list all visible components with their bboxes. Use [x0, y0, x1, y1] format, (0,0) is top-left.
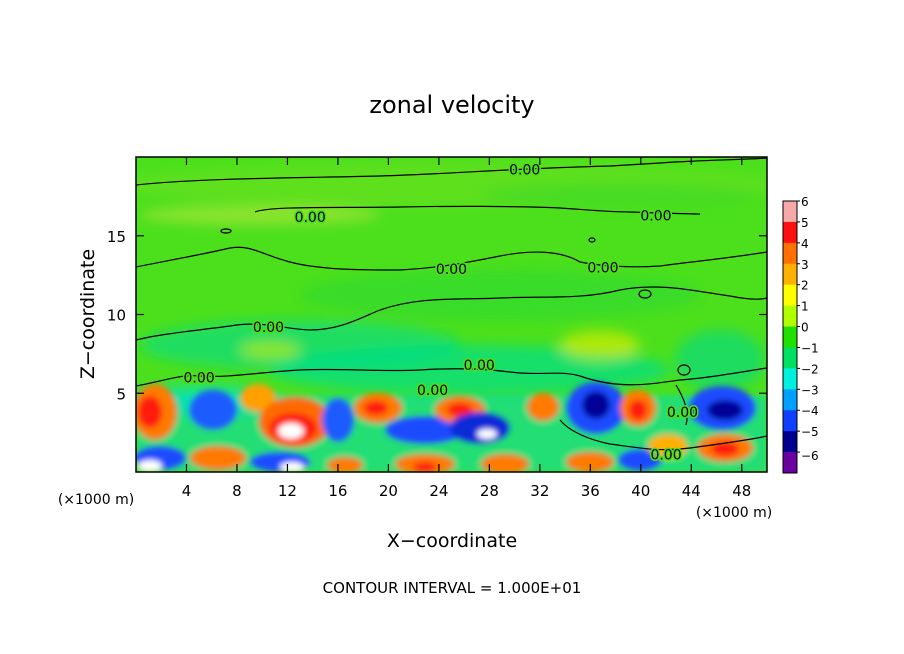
- colorbar-tick-label: −3: [801, 383, 819, 397]
- x-tick-label: 32: [530, 482, 549, 500]
- contour-label: 0.00: [464, 358, 495, 374]
- heatmap-field: [136, 157, 767, 472]
- contour-interval-note: CONTOUR INTERVAL = 1.000E+01: [323, 579, 582, 597]
- contour-label: 0.00: [667, 405, 698, 421]
- colorbar-tick-label: 2: [801, 279, 809, 293]
- colorbar-tick-label: −5: [801, 425, 819, 439]
- contour-label: 0.00: [417, 383, 448, 399]
- x-tick-label: 48: [732, 482, 751, 500]
- colorbar-swatch: [783, 242, 797, 265]
- x-tick-label: 16: [328, 482, 347, 500]
- colorbar-swatch: [783, 221, 797, 244]
- chart-title: zonal velocity: [369, 91, 534, 119]
- colorbar-frame: [782, 200, 798, 474]
- x-tick-label: 8: [232, 482, 242, 500]
- colorbar-swatch: [783, 368, 797, 390]
- colorbar-tick-label: 1: [801, 300, 809, 314]
- colorbar-swatch: [783, 284, 797, 307]
- colorbar-tick-label: −1: [801, 341, 819, 355]
- contour-labels: 0.00 0.00 0.00 0.00 0.00 0.00 0.00 0.00 0.00 0.00…: [182, 161, 700, 465]
- contour-label: 0.00: [253, 320, 284, 336]
- contour-label: 0.00: [509, 163, 540, 179]
- colorbar-swatch: [783, 347, 797, 369]
- contour-label: 0.00: [640, 208, 671, 224]
- colorbar-tick-label: −2: [801, 362, 819, 376]
- colorbar-swatch: [783, 410, 797, 432]
- colorbar-tick-label: 6: [801, 195, 809, 209]
- colorbar-swatch: [783, 201, 797, 223]
- contour-label: 0.00: [650, 448, 681, 464]
- x-tick-label: 44: [682, 482, 701, 500]
- x-tick-label: 24: [429, 482, 448, 500]
- contour-label: 0.00: [184, 371, 215, 387]
- colorbar-swatch: [783, 452, 797, 474]
- contour-lines: [136, 157, 767, 451]
- x-tick-label: 28: [480, 482, 499, 500]
- x-tick-label: 36: [581, 482, 600, 500]
- colorbar-swatch: [783, 305, 797, 328]
- colorbar-tick-label: 4: [801, 237, 809, 251]
- colorbar-swatch: [783, 431, 797, 453]
- colorbar-tick-label: −4: [801, 404, 819, 418]
- x-axis-unit-right: (×1000 m): [696, 505, 772, 521]
- colorbar-tick-label: −6: [801, 449, 819, 463]
- colorbar-tick-label: 5: [801, 216, 809, 230]
- colorbar-swatch: [783, 263, 797, 286]
- x-tick-label: 4: [182, 482, 192, 500]
- x-tick-label: 40: [631, 482, 650, 500]
- y-tick-label: 15: [107, 228, 126, 246]
- x-tick-label: 20: [379, 482, 398, 500]
- colorbar-tick-label: 3: [801, 258, 809, 272]
- contour-label: 0.00: [436, 262, 467, 278]
- contour-label: 0.00: [295, 210, 326, 226]
- y-tick-label: 10: [107, 307, 126, 325]
- x-axis-label: X−coordinate: [387, 530, 517, 552]
- colorbar-swatch: [783, 389, 797, 411]
- y-tick-label: 5: [116, 385, 126, 403]
- contour-label: 0.00: [587, 260, 618, 276]
- colorbar-tick-label: 0: [801, 321, 809, 335]
- x-tick-label: 12: [278, 482, 297, 500]
- x-axis-unit-left: (×1000 m): [58, 492, 134, 508]
- colorbar-swatch: [783, 326, 797, 348]
- colorbar: 6 5 4 3 2 1 0 −1 −2 −3 −4 −5 −6: [782, 195, 819, 474]
- y-axis-label: Z−coordinate: [77, 249, 99, 379]
